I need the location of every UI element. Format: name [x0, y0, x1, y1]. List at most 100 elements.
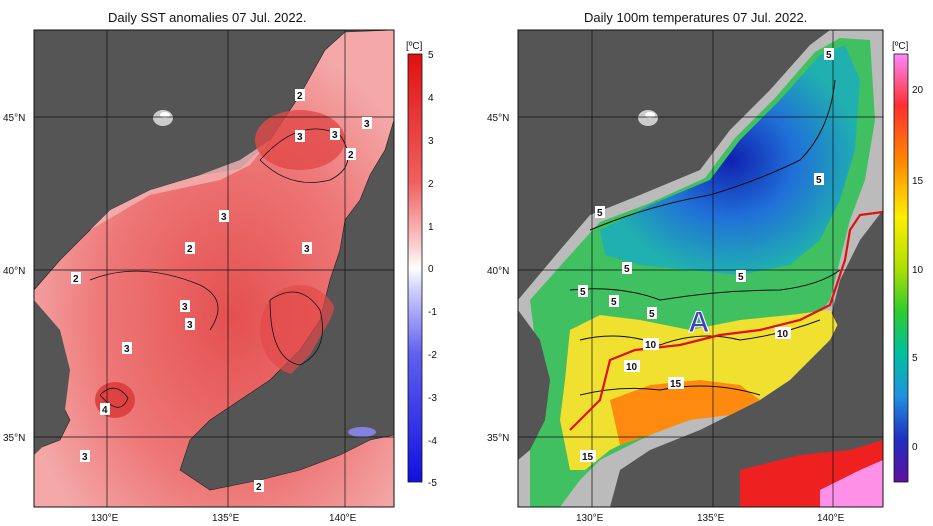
svg-text:3: 3 [297, 132, 303, 143]
colorbar-tick: 1 [428, 222, 434, 233]
svg-text:5: 5 [816, 175, 822, 186]
svg-text:3: 3 [124, 344, 130, 355]
svg-text:2: 2 [256, 482, 262, 493]
colorbar-tick: 4 [428, 93, 434, 104]
colorbar-tick: -5 [428, 478, 437, 489]
right-colorbar: [ºC] 20 15 10 5 0 [892, 41, 924, 483]
contour-label: 15 [668, 377, 684, 390]
lat-label: 35°N [3, 433, 25, 444]
contour-label: 5 [609, 295, 619, 308]
left-colorbar-scale [407, 53, 423, 483]
contour-label: 5 [622, 262, 632, 275]
contour-label: 3 [122, 342, 132, 355]
right-map-front-line [569, 210, 884, 431]
svg-text:3: 3 [82, 452, 88, 463]
right-map: A [517, 29, 884, 508]
right-colorbar-unit: [ºC] [892, 41, 909, 52]
lon-label: 135°E [697, 513, 725, 524]
colorbar-tick: 2 [428, 179, 434, 190]
svg-text:4: 4 [102, 405, 108, 416]
lon-label: 130°E [576, 513, 604, 524]
svg-text:2: 2 [73, 274, 79, 285]
contour-label: 5 [736, 270, 746, 283]
contour-label: 2 [254, 480, 264, 493]
contour-label: 3 [330, 128, 340, 141]
right-map-marker: A [688, 306, 710, 339]
svg-text:5: 5 [580, 287, 586, 298]
svg-text:3: 3 [304, 244, 310, 255]
contour-label: 3 [180, 300, 190, 313]
contour-label: 10 [624, 360, 640, 373]
colorbar-tick: 5 [428, 50, 434, 61]
contour-label: 15 [580, 450, 596, 463]
contour-label: 5 [595, 206, 605, 219]
right-map-contour-labels: 5 5 5 5 5 5 5 5 10 10 10 15 15 [578, 48, 834, 463]
svg-text:2: 2 [187, 244, 193, 255]
contour-label: 2 [71, 272, 81, 285]
svg-text:10: 10 [626, 362, 638, 373]
right-axis-labels: 45°N 40°N 35°N 130°E 135°E 140°E [487, 113, 845, 524]
lat-label: 35°N [487, 433, 509, 444]
colorbar-tick: -3 [428, 393, 437, 404]
left-map-graticule [34, 30, 394, 507]
contour-label: 2 [295, 89, 305, 102]
right-map-island [645, 112, 655, 118]
svg-text:5: 5 [624, 264, 630, 275]
right-colorbar-scale [893, 53, 909, 483]
svg-text:2: 2 [297, 91, 303, 102]
svg-text:3: 3 [221, 212, 227, 223]
lon-label: 130°E [91, 513, 119, 524]
left-map-korea [34, 300, 70, 455]
left-map-japan [205, 130, 394, 445]
colorbar-tick: 5 [912, 353, 918, 364]
contour-label: 2 [185, 242, 195, 255]
lat-label: 45°N [3, 113, 25, 124]
svg-text:5: 5 [826, 50, 832, 61]
contour-label: 5 [814, 173, 824, 186]
lat-label: 40°N [3, 266, 25, 277]
right-map-contours [569, 79, 841, 396]
colorbar-tick: 10 [912, 265, 924, 276]
right-map-korea [518, 310, 550, 460]
lat-label: 45°N [487, 113, 509, 124]
contour-label: 2 [346, 148, 356, 161]
contour-label: 4 [100, 403, 110, 416]
contour-label: 5 [647, 307, 657, 320]
left-axis-labels: 45°N 40°N 35°N 130°E 135°E 140°E [3, 113, 357, 524]
contour-label: 10 [775, 327, 791, 340]
svg-text:2: 2 [348, 150, 354, 161]
svg-text:10: 10 [777, 329, 789, 340]
svg-text:15: 15 [670, 379, 682, 390]
colorbar-tick: -2 [428, 350, 437, 361]
left-panel-title: Daily SST anomalies 07 Jul. 2022. [108, 10, 307, 25]
right-map-japan [760, 210, 883, 420]
contour-label: 3 [80, 450, 90, 463]
left-map [33, 29, 395, 508]
right-map-graticule [518, 30, 883, 507]
contour-label: 10 [643, 338, 659, 351]
lat-label: 40°N [487, 266, 509, 277]
colorbar-tick: 0 [428, 264, 434, 275]
left-map-frame [33, 29, 395, 508]
contour-label: 3 [219, 210, 229, 223]
right-map-pink-water [820, 460, 883, 507]
contour-label: 3 [362, 117, 372, 130]
left-map-cold-spot [348, 427, 376, 437]
left-colorbar-unit: [ºC] [406, 41, 423, 52]
contour-label: 5 [824, 48, 834, 61]
svg-text:3: 3 [182, 302, 188, 313]
svg-text:3: 3 [332, 130, 338, 141]
svg-text:3: 3 [187, 320, 193, 331]
lon-label: 140°E [329, 513, 357, 524]
contour-label: 3 [295, 130, 305, 143]
right-map-cold-water [600, 45, 860, 275]
contour-label: 3 [185, 318, 195, 331]
left-map-island [160, 112, 170, 118]
svg-text:5: 5 [597, 208, 603, 219]
svg-text:5: 5 [649, 309, 655, 320]
left-map-contour-labels: 2 3 3 3 2 3 2 3 2 3 3 3 4 3 2 [71, 89, 372, 493]
left-colorbar: [ºC] 5 4 3 2 1 0 -1 -2 -3 -4 -5 [406, 41, 437, 489]
svg-text:10: 10 [645, 340, 657, 351]
colorbar-tick: 3 [428, 136, 434, 147]
